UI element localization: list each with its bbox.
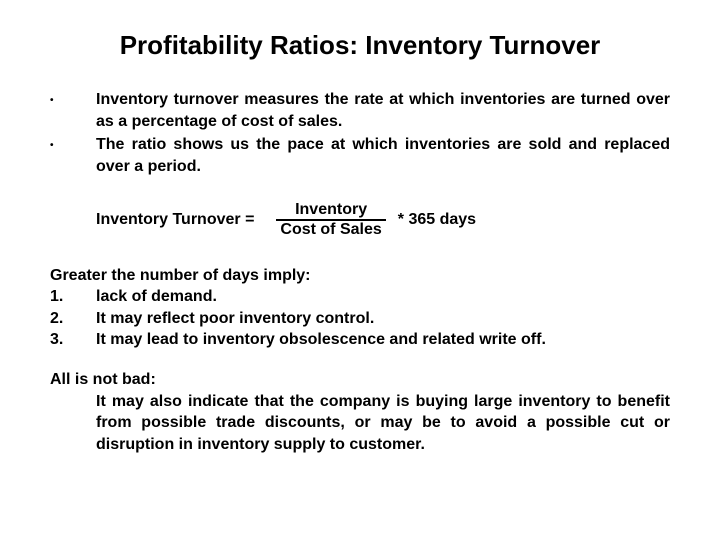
formula-right: * 365 days <box>398 211 476 229</box>
closing-line1: All is not bad: <box>50 369 670 391</box>
bullet-marker-icon: • <box>50 134 96 177</box>
formula-left: Inventory Turnover = <box>96 211 254 229</box>
closing-rest: It may also indicate that the company is… <box>50 391 670 456</box>
bullet-item: • The ratio shows us the pace at which i… <box>50 134 670 177</box>
implications-section: Greater the number of days imply: 1. lac… <box>50 265 670 351</box>
list-number: 2. <box>50 308 96 330</box>
formula-numerator: Inventory <box>291 201 371 219</box>
list-item: 2. It may reflect poor inventory control… <box>50 308 670 330</box>
bullet-list: • Inventory turnover measures the rate a… <box>50 89 670 177</box>
list-text: It may reflect poor inventory control. <box>96 308 670 330</box>
list-number: 3. <box>50 329 96 351</box>
bullet-text: The ratio shows us the pace at which inv… <box>96 134 670 177</box>
bullet-text: Inventory turnover measures the rate at … <box>96 89 670 132</box>
closing-section: All is not bad: It may also indicate tha… <box>50 369 670 455</box>
formula: Inventory Turnover = Inventory Cost of S… <box>96 201 670 238</box>
implications-heading: Greater the number of days imply: <box>50 265 670 287</box>
bullet-marker-icon: • <box>50 89 96 132</box>
bullet-item: • Inventory turnover measures the rate a… <box>50 89 670 132</box>
formula-denominator: Cost of Sales <box>276 219 385 239</box>
list-item: 3. It may lead to inventory obsolescence… <box>50 329 670 351</box>
list-item: 1. lack of demand. <box>50 286 670 308</box>
list-number: 1. <box>50 286 96 308</box>
formula-fraction: Inventory Cost of Sales <box>276 201 385 238</box>
numbered-list: 1. lack of demand. 2. It may reflect poo… <box>50 286 670 351</box>
list-text: It may lead to inventory obsolescence an… <box>96 329 670 351</box>
list-text: lack of demand. <box>96 286 670 308</box>
slide-title: Profitability Ratios: Inventory Turnover <box>50 30 670 61</box>
